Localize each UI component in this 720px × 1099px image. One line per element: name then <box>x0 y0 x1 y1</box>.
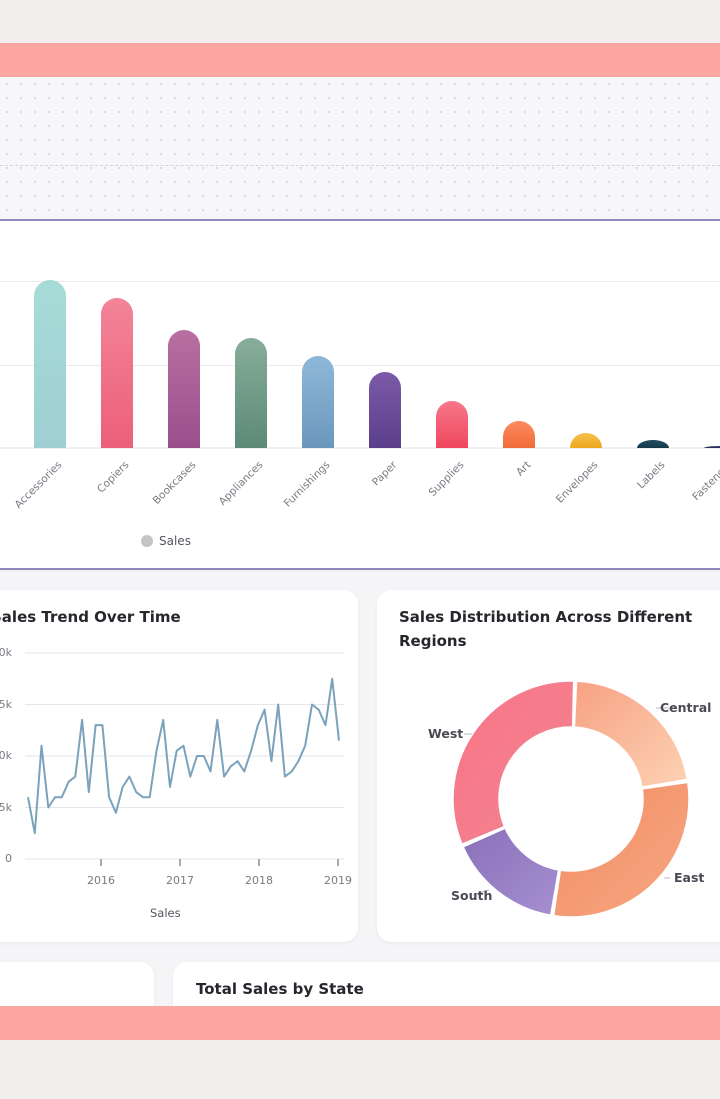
trend-x-tick: 2018 <box>245 874 273 887</box>
bar-labels[interactable] <box>637 440 669 448</box>
donut-slice-east[interactable] <box>552 781 690 918</box>
bar-accessories[interactable] <box>34 280 66 448</box>
bar-art[interactable] <box>503 421 535 448</box>
donut-slice-central[interactable] <box>573 680 689 788</box>
trend-x-tick: 2016 <box>87 874 115 887</box>
legend-label[interactable]: Sales <box>159 534 191 548</box>
legend-dot <box>141 535 153 547</box>
bar-copiers[interactable] <box>101 298 133 448</box>
bar-bookcases[interactable] <box>168 330 200 448</box>
trend-y-tick: 5k <box>0 800 12 814</box>
header-area <box>0 77 720 219</box>
donut-label-west: West <box>428 726 463 741</box>
sales-trend-chart <box>25 652 344 866</box>
donut-slice-south[interactable] <box>462 827 560 917</box>
trend-series-line <box>27 677 340 835</box>
region-title-line2: Regions <box>399 632 467 650</box>
top-banner <box>0 43 720 77</box>
category-bar-chart <box>0 280 720 449</box>
donut-label-south: South <box>451 888 492 903</box>
bar-fasteners[interactable] <box>704 446 720 448</box>
sales-trend-title: Sales Trend Over Time <box>0 608 181 626</box>
donut-label-leader <box>472 889 490 896</box>
trend-y-tick: 0 <box>5 852 12 865</box>
bar-appliances[interactable] <box>235 338 267 448</box>
bar-supplies[interactable] <box>436 401 468 448</box>
grid-line <box>0 281 720 282</box>
trend-y-tick: 0k <box>0 646 12 659</box>
donut-slice-west[interactable] <box>452 680 575 846</box>
header-divider <box>0 165 720 166</box>
bottom-banner <box>0 1006 720 1040</box>
trend-x-tick: 2017 <box>166 874 194 887</box>
bar-envelopes[interactable] <box>570 433 602 448</box>
trend-y-tick: 0k <box>0 749 12 762</box>
region-donut-chart: Central East South West <box>428 680 711 918</box>
trend-x-tick: 2019 <box>324 874 352 887</box>
bar-paper[interactable] <box>369 372 401 448</box>
donut-label-east: East <box>674 870 704 885</box>
trend-x-axis-title: Sales <box>150 906 181 920</box>
sales-by-state-title: Total Sales by State <box>196 980 364 998</box>
donut-label-central: Central <box>660 700 711 715</box>
region-title-line1: Sales Distribution Across Different <box>399 608 693 626</box>
trend-y-tick: 5k <box>0 697 12 711</box>
sales-trend-card <box>0 590 358 942</box>
grid-line <box>0 365 720 366</box>
bar-furnishings[interactable] <box>302 356 334 448</box>
